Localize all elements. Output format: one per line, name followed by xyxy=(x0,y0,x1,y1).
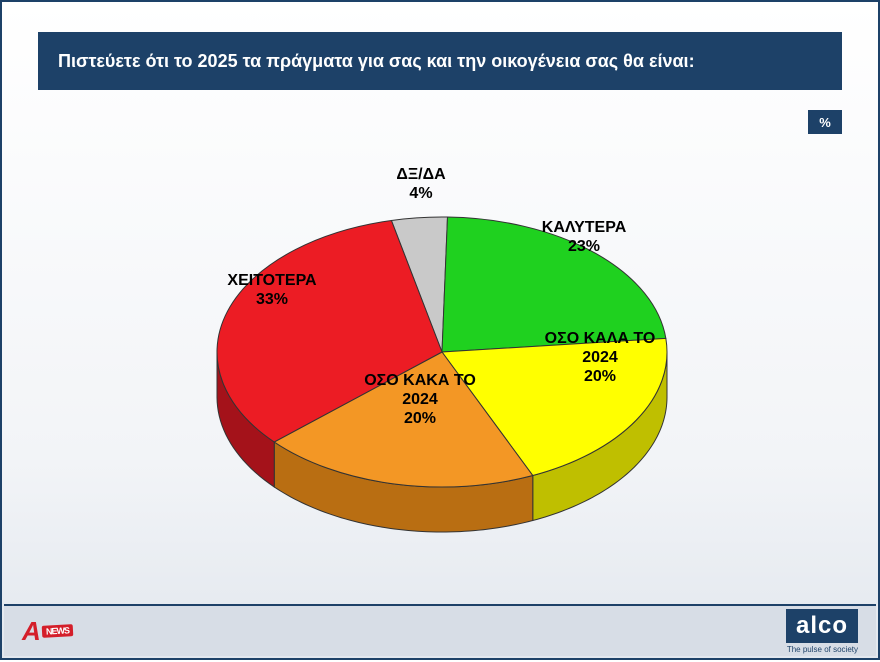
logo-alco-tagline: The pulse of society xyxy=(786,645,858,654)
logo-alpha-letter: A xyxy=(22,616,40,647)
logo-alpha-tag: NEWS xyxy=(41,624,73,638)
logo-alpha-news: A NEWS xyxy=(22,616,73,647)
slice-label-bad24: ΟΣΟ ΚΑΚΑ ΤΟ202420% xyxy=(364,371,476,429)
slide-frame: { "title": "Πιστεύετε ότι το 2025 τα πρά… xyxy=(0,0,880,660)
slice-label-better: ΚΑΛΥΤΕΡΑ23% xyxy=(542,218,626,256)
pie-chart xyxy=(2,2,880,662)
footer-bar: A NEWS alco The pulse of society xyxy=(4,604,876,656)
slice-label-worse: ΧΕΙΤΟΤΕΡΑ33% xyxy=(227,271,316,309)
logo-alco-brand: alco xyxy=(786,609,858,643)
slice-label-dkda: ΔΞ/ΔΑ4% xyxy=(396,165,445,203)
slice-label-good24: ΟΣΟ ΚΑΛΑ ΤΟ202420% xyxy=(545,329,656,387)
logo-alco: alco The pulse of society xyxy=(786,609,858,654)
